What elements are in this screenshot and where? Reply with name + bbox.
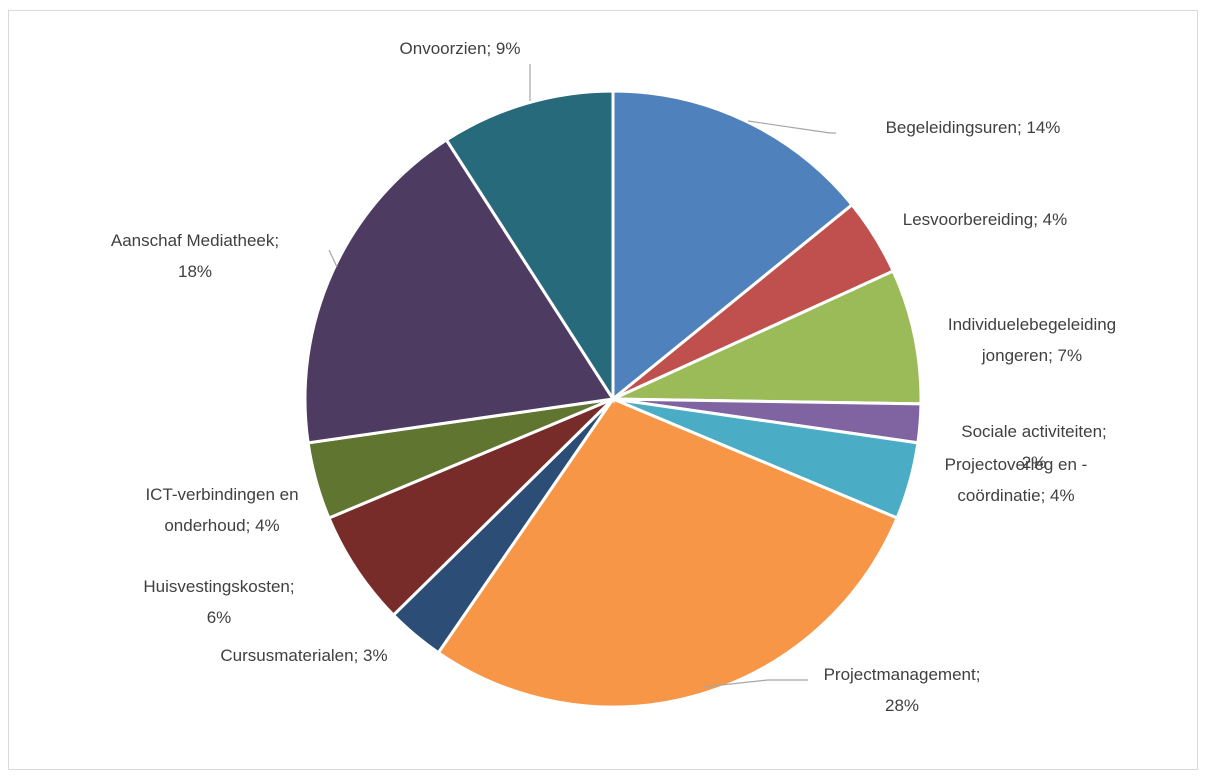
data-label-ict-verbindingen-en-onderhoud: ICT-verbindingen en onderhoud; 4%	[145, 485, 298, 535]
data-label-begeleidingsuren: Begeleidingsuren; 14%	[886, 118, 1061, 137]
data-label-cursusmaterialen: Cursusmaterialen; 3%	[220, 646, 387, 665]
data-label-huisvestingskosten: Huisvestingskosten; 6%	[143, 577, 294, 627]
data-label-onvoorzien: Onvoorzien; 9%	[400, 39, 521, 58]
slice-huisvestingskosten	[326, 397, 615, 618]
slice-individuelebegeleiding-jongeren	[612, 269, 923, 406]
data-label-projectoverleg-en-co-rdinatie: Projectoverleg en -coördinatie; 4%	[945, 455, 1088, 505]
slice-projectmanagement	[436, 397, 900, 709]
data-label-aanschaf-mediatheek: Aanschaf Mediatheek; 18%	[111, 231, 279, 281]
leader-line-begeleidingsuren	[747, 120, 836, 134]
leader-lines	[328, 64, 836, 688]
leader-line-aanschaf-mediatheek	[328, 249, 338, 268]
slice-begeleidingsuren	[611, 89, 855, 403]
slice-onvoorzien	[444, 89, 615, 405]
labels-layer: Begeleidingsuren; 14% Lesvoorbereiding; 4…	[111, 39, 1116, 715]
data-label-lesvoorbereiding: Lesvoorbereiding; 4%	[903, 210, 1067, 229]
slices-layer	[303, 89, 923, 709]
leader-line-projectmanagement	[702, 679, 808, 688]
data-label-individuelebegeleiding-jongeren: Individuelebegeleiding jongeren; 7%	[948, 315, 1116, 365]
data-label-projectmanagement: Projectmanagement; 28%	[824, 665, 981, 715]
slice-aanschaf-mediatheek	[303, 137, 616, 445]
data-label-sociale-activiteiten: Sociale activiteiten; 2%	[961, 422, 1107, 472]
